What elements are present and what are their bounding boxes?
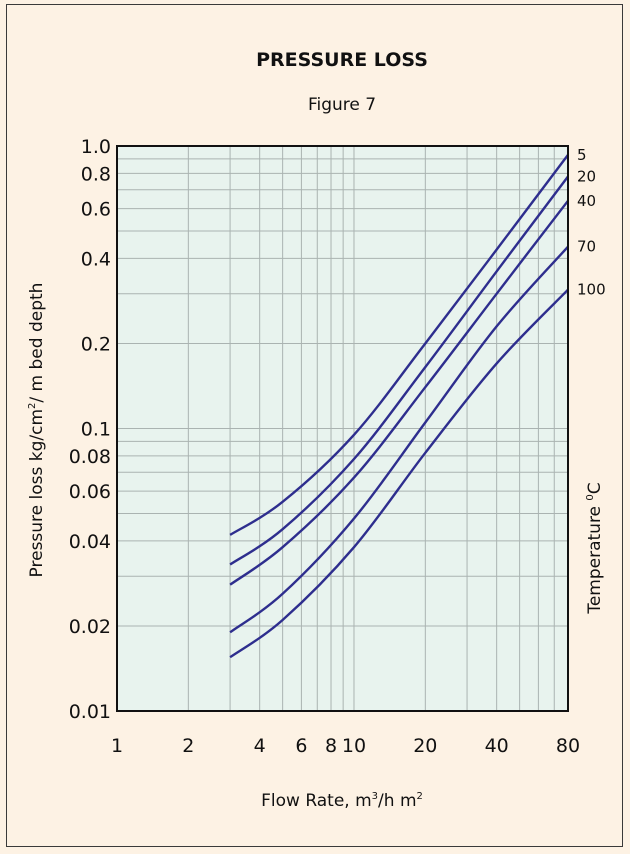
y-tick-label: 0.04 [69, 531, 111, 553]
y-tick-label: 0.6 [81, 199, 111, 221]
x-tick-label: 80 [556, 735, 580, 757]
series-label: 5 [577, 146, 587, 164]
chart-subtitle: Figure 7 [308, 95, 376, 115]
y-tick-label: 0.02 [69, 616, 111, 638]
x-tick-label: 4 [254, 735, 266, 757]
plot-series [229, 154, 569, 659]
plot-border [116, 145, 569, 712]
series-line [229, 245, 569, 634]
x-tick-label: 8 [325, 735, 337, 757]
y-tick-label: 0.2 [81, 333, 111, 355]
y-axis-label: Pressure loss kg/cm2/ m bed depth [27, 283, 47, 578]
series-label: 20 [577, 167, 596, 185]
x-tick-label: 1 [111, 735, 123, 757]
series-line [229, 200, 569, 586]
x-tick-label: 2 [182, 735, 194, 757]
series-line [229, 288, 569, 659]
series-label: 100 [577, 281, 606, 299]
y-tick-label: 0.1 [81, 419, 111, 441]
chart-title: PRESSURE LOSS [256, 49, 428, 71]
y-tick-label: 0.4 [81, 248, 111, 270]
x-tick-label: 10 [342, 735, 366, 757]
series-line [229, 154, 569, 536]
x-tick-label: 40 [485, 735, 509, 757]
y-tick-label: 0.01 [69, 701, 111, 723]
x-tick-label: 20 [413, 735, 437, 757]
series-label: 40 [577, 192, 596, 210]
y-tick-labels: 0.01 0.02 0.04 0.06 0.08 0.1 0.2 0.4 0.6 0.8 1.0 [69, 136, 111, 723]
plot-grid [117, 146, 568, 711]
series-labels: 5 20 40 70 100 [577, 146, 606, 299]
x-tick-labels: 1 2 4 6 8 10 20 40 80 [111, 735, 580, 757]
x-axis-label: Flow Rate, m3/h m2 [261, 791, 423, 811]
y-tick-label: 0.8 [81, 163, 111, 185]
series-line [229, 175, 569, 566]
y-tick-label: 1.0 [81, 136, 111, 158]
y-tick-label: 0.08 [69, 446, 111, 468]
x-tick-label: 6 [295, 735, 307, 757]
y-tick-label: 0.06 [69, 481, 111, 503]
temperature-axis-label: Temperature 0C [585, 482, 605, 614]
series-label: 70 [577, 238, 596, 256]
